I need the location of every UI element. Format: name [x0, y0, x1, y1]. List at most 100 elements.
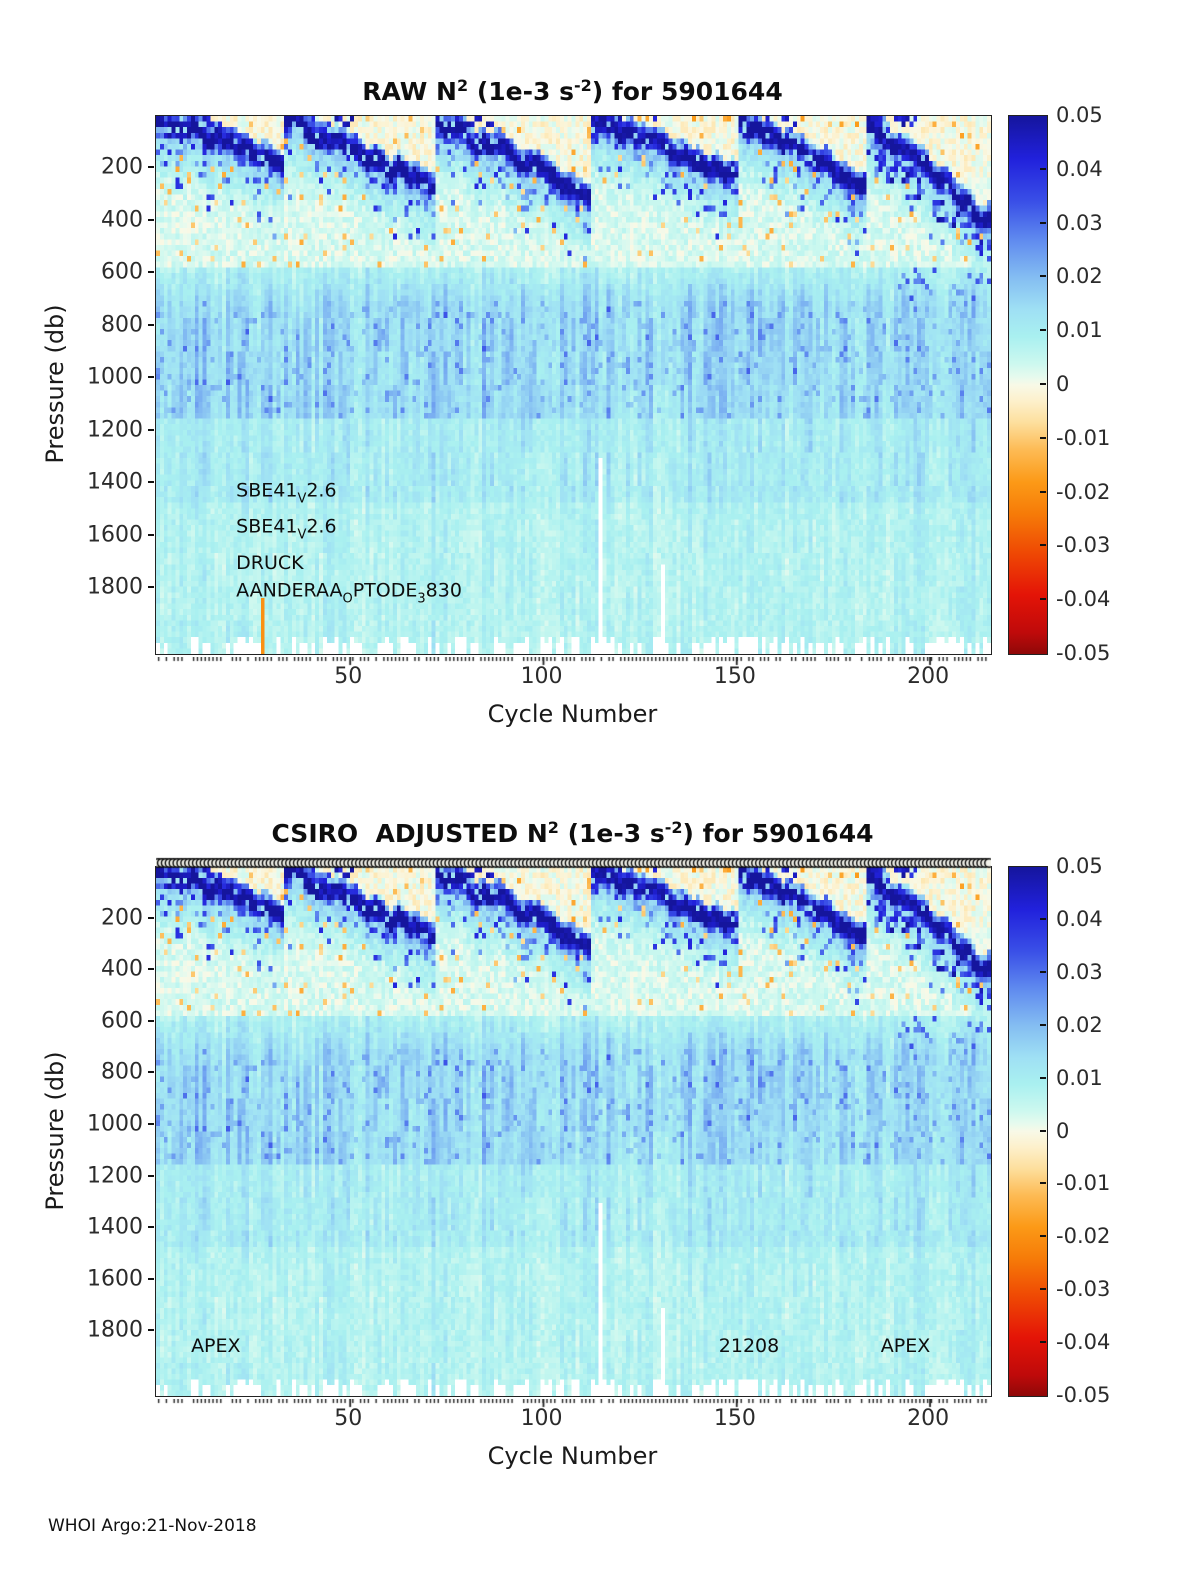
text-segment: SBE41 [236, 515, 298, 538]
x-tick-label: 50 [334, 1406, 363, 1431]
y-tick-mark [148, 1174, 154, 1177]
colorbar-tick-mark [1040, 544, 1046, 547]
colorbar-tick-mark [1040, 1288, 1046, 1291]
text-segment: (1e-3 s [558, 819, 665, 848]
colorbar-tick-mark [1040, 1023, 1046, 1026]
text-segment: 2.6 [306, 479, 337, 502]
x-tick-label: 200 [907, 1406, 950, 1431]
annotation: SBE41V2.6 [236, 516, 336, 543]
colorbar-tick-mark [1040, 1129, 1046, 1132]
y-tick-mark [148, 166, 154, 169]
y-tick-label: 200 [101, 905, 143, 931]
text-segment: AANDERAA [236, 579, 343, 602]
y-tick-mark [148, 1123, 154, 1126]
x-axis-label: Cycle Number [155, 1442, 990, 1470]
text-segment: (1e-3 s [468, 77, 574, 106]
chart-title: CSIRO ADJUSTED N2 (1e-3 s-2) for 5901644 [155, 818, 990, 848]
text-segment: 830 [425, 579, 462, 602]
plot-area: APEX 21208 APEX [155, 856, 992, 1408]
annotation: APEX [881, 1335, 930, 1357]
y-tick-label: 800 [101, 1059, 143, 1085]
text-segment: RAW N [362, 77, 457, 106]
colorbar-tick-mark [1040, 970, 1046, 973]
text-segment: APEX [191, 1334, 241, 1357]
y-tick-mark [148, 968, 154, 971]
colorbar-tick-mark [1040, 329, 1046, 332]
y-tick-mark [148, 1329, 154, 1332]
y-tick-mark [148, 1019, 154, 1022]
text-segment: PTODE [352, 579, 418, 602]
y-tick-label: 200 [101, 154, 143, 180]
text-segment: 2 [547, 818, 559, 837]
text-segment: -2 [573, 76, 592, 95]
colorbar-tick-mark [1040, 917, 1046, 920]
cycle-marker-row [156, 856, 991, 874]
text-segment: APEX [880, 1334, 931, 1357]
colorbar-tick-label: -0.05 [1056, 1383, 1111, 1407]
text-segment: -2 [664, 818, 683, 837]
y-tick-mark [148, 428, 154, 431]
colorbar-tick-label: 0.03 [1056, 210, 1103, 235]
x-axis-label-text: Cycle Number [487, 1442, 658, 1470]
y-tick-label: 1200 [87, 1163, 143, 1189]
x-tick-label: 50 [334, 664, 363, 689]
colorbar-tick-mark [1040, 221, 1046, 224]
plot-area: SBE41V2.6 SBE41V2.6 DRUCK AANDERAAOPTODE383… [155, 115, 992, 666]
y-tick-label: 1400 [87, 469, 143, 495]
y-tick-mark [148, 323, 154, 326]
y-tick-label: 1600 [87, 522, 143, 548]
y-tick-label: 400 [101, 956, 143, 982]
x-tick-label: 100 [520, 1406, 563, 1431]
colorbar-tick-label: -0.04 [1056, 587, 1111, 612]
y-tick-mark [148, 271, 154, 274]
text-segment: V [297, 491, 307, 507]
colorbar-tick-label: 0.02 [1056, 1012, 1103, 1037]
x-tick-label: 150 [713, 664, 756, 689]
colorbar-tick-label: -0.01 [1056, 1171, 1111, 1196]
y-tick-label: 1800 [87, 574, 143, 600]
colorbar-tick-label: -0.03 [1056, 1277, 1111, 1302]
y-tick-label: 1000 [87, 1111, 143, 1137]
text-segment: 21208 [718, 1334, 780, 1357]
colorbar-tick-label: 0.01 [1056, 1065, 1103, 1090]
colorbar-tick-mark [1040, 598, 1046, 601]
text-segment: SBE41 [236, 479, 298, 502]
y-tick-mark [148, 533, 154, 536]
colorbar [1008, 115, 1048, 655]
heatmap-canvas [156, 867, 991, 1396]
y-tick-label: 1000 [87, 364, 143, 390]
colorbar-tick-mark [1040, 167, 1046, 170]
y-tick-label: 1400 [87, 1214, 143, 1240]
colorbar-tick-label: -0.01 [1056, 425, 1111, 450]
colorbar-tick-label: 0 [1056, 372, 1070, 396]
colorbar-tick-mark [1040, 275, 1046, 278]
annotation: APEX [191, 1335, 240, 1357]
y-tick-mark [148, 376, 154, 379]
colorbar-tick-label: 0.05 [1056, 103, 1103, 127]
text-segment: O [342, 591, 353, 607]
y-tick-label: 1600 [87, 1266, 143, 1292]
text-segment: ) for 5901644 [591, 77, 783, 106]
colorbar-tick-label: -0.02 [1056, 479, 1111, 504]
y-tick-mark [148, 1277, 154, 1280]
y-tick-label: 1800 [87, 1317, 143, 1343]
x-tick-label: 200 [907, 664, 950, 689]
colorbar-tick-label: 0.03 [1056, 959, 1103, 984]
colorbar-tick-label: 0.02 [1056, 264, 1103, 289]
text-segment: 2.6 [306, 515, 337, 538]
x-axis-rug [156, 1399, 991, 1408]
text-segment: 2 [456, 76, 469, 95]
x-axis-rug [156, 657, 991, 666]
y-tick-mark [148, 916, 154, 919]
y-tick-mark [148, 218, 154, 221]
y-tick-label: 600 [101, 1008, 143, 1034]
annotation: 21208 [719, 1335, 779, 1357]
colorbar-tick-mark [1040, 436, 1046, 439]
chart-title: RAW N2 (1e-3 s-2) for 5901644 [155, 76, 990, 106]
text-segment: DRUCK [236, 552, 304, 575]
y-tick-label: 1200 [87, 417, 143, 443]
text-segment: CSIRO ADJUSTED N [271, 819, 548, 848]
colorbar-tick-mark [1040, 1235, 1046, 1238]
x-axis-label: Cycle Number [155, 700, 990, 728]
